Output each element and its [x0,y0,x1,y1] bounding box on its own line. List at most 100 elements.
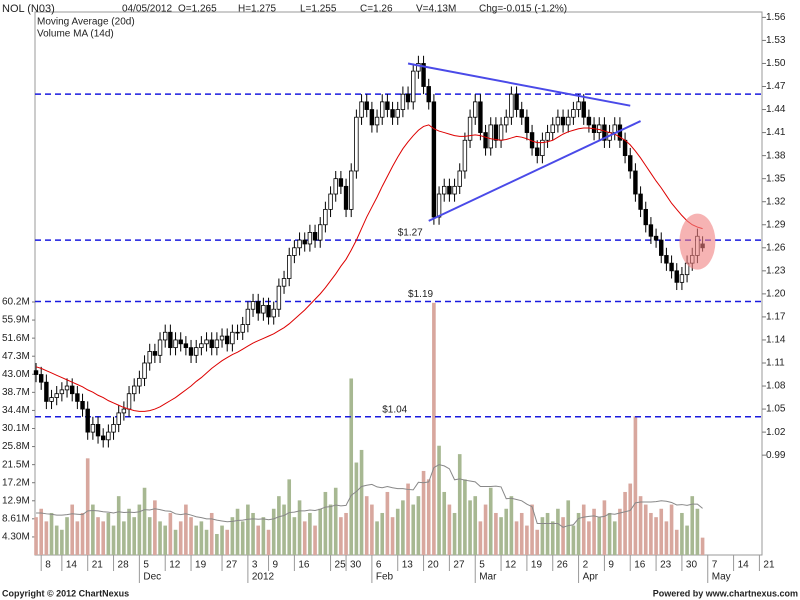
candle-body [261,304,266,314]
candle-body [80,400,85,410]
candle-body [498,124,504,141]
volume-bar [349,378,354,555]
period-label: 2012 [252,572,275,583]
candle-body [173,339,178,349]
candle-body [194,347,199,356]
x-tick-label: 12 [505,560,517,571]
x-tick-label: 19 [531,560,543,571]
volume-bar [364,496,369,555]
candle-body [364,101,369,110]
candle-body [106,431,111,441]
y2-tick-label: 4.30M [2,532,30,543]
candle-body [359,101,364,118]
volume-bar [266,529,271,555]
candle-body [142,362,147,379]
volume-bar [199,521,204,555]
candle-body [354,116,359,172]
candle-body [493,124,499,141]
volume-bar [571,525,576,555]
candle-body [75,393,80,402]
header-volume: V=4.13M [416,4,456,15]
y-tick-label: 1.11 [766,358,785,369]
candle-body [566,116,571,126]
volume-bar [540,517,545,555]
candle-body [488,124,493,149]
volume-bar [416,496,421,555]
volume-bar [700,537,705,555]
candle-body [390,109,395,118]
volume-bar [106,512,111,555]
volume-bar [468,500,472,555]
volume-bar [142,487,147,555]
y2-tick-label: 43.0M [2,369,30,380]
volume-bar [566,500,571,555]
candle-body [256,301,261,314]
candle-body [369,109,375,126]
volume-bar [695,508,700,555]
candle-body [297,239,302,249]
candle-body [323,208,328,226]
y2-tick-label: 34.4M [2,405,30,416]
volume-bar [359,449,364,555]
candle-body [576,101,581,110]
y2-tick-label: 21.5M [2,459,30,470]
x-tick-label: 8 [45,560,51,571]
volume-bar [302,521,307,555]
volume-bar [313,525,317,555]
candle-body [519,109,524,118]
candle-body [44,381,49,402]
candle-body [385,101,390,110]
volume-bar [80,512,85,555]
volume-bar [184,504,188,555]
y-tick-label: 1.05 [766,404,786,415]
volume-bar [318,508,323,555]
volume-bar [483,504,488,555]
x-tick-label: 12 [169,560,181,571]
volume-bar [618,508,622,555]
candle-body [380,101,385,118]
period-label: Apr [583,572,599,583]
volume-bar [643,504,648,555]
volume-bar [153,500,157,555]
y-tick-label: 1.08 [766,381,786,392]
y2-tick-label: 47.3M [2,351,30,362]
volume-bar [499,517,503,555]
candle-body [230,331,235,345]
x-tick-label: 27 [226,560,238,571]
volume-bar [60,529,64,555]
volume-bar [680,512,684,555]
header-high: H=1.275 [238,4,277,15]
volume-bar [664,521,669,555]
volume-bar [674,529,679,555]
candle-body [405,93,411,103]
volume-bar [525,525,529,555]
ma-line [35,124,703,412]
volume-bar [375,521,379,555]
volume-bar [587,521,591,555]
candle-body [225,335,230,345]
x-tick-label: 20 [428,560,440,571]
x-tick-label: 2 [583,560,589,571]
volume-bar [49,512,54,555]
volume-bar [209,512,214,555]
volume-bar [225,529,230,555]
y2-tick-label: 17.2M [2,477,30,488]
volume-bar [178,521,183,555]
y2-tick-label: 30.1M [2,423,30,434]
legend-entry: Volume MA (14d) [37,29,114,40]
volume-bar [437,445,441,555]
volume-bar [602,500,607,555]
volume-bar [452,512,457,555]
volume-bar [504,508,509,555]
y-tick-label: 1.17 [766,312,786,323]
x-tick-label: 30 [686,560,698,571]
volume-bar [395,508,400,555]
candle-body [524,116,530,133]
volume-bar [659,508,664,555]
x-tick-label: 23 [660,560,672,571]
candle-body [183,343,189,349]
volume-bar [411,504,416,555]
footer-right: Powered by www.chartnexus.com [653,588,798,598]
volume-bar [282,504,286,555]
volume-bar [44,521,49,555]
